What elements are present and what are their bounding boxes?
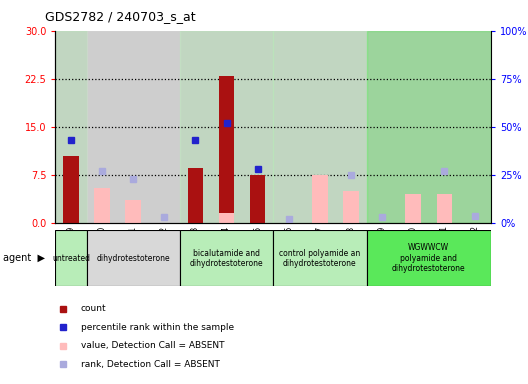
Bar	[180, 230, 274, 286]
Bar	[219, 76, 234, 223]
Text: untreated: untreated	[52, 254, 90, 263]
Bar	[219, 213, 234, 223]
Text: percentile rank within the sample: percentile rank within the sample	[81, 323, 234, 332]
Bar	[118, 31, 149, 223]
Text: GDS2782 / 240703_s_at: GDS2782 / 240703_s_at	[45, 10, 195, 23]
Text: value, Detection Call = ABSENT: value, Detection Call = ABSENT	[81, 341, 224, 351]
Text: count: count	[81, 304, 106, 313]
Bar	[250, 175, 266, 223]
Bar	[406, 194, 421, 223]
Bar	[366, 230, 491, 286]
Bar	[343, 191, 359, 223]
Bar	[55, 31, 87, 223]
Text: dihydrotestoterone: dihydrotestoterone	[97, 254, 170, 263]
Text: control polyamide an
dihydrotestoterone: control polyamide an dihydrotestoterone	[279, 248, 361, 268]
Text: rank, Detection Call = ABSENT: rank, Detection Call = ABSENT	[81, 360, 220, 369]
Bar	[242, 31, 274, 223]
Bar	[126, 200, 141, 223]
Bar	[274, 230, 366, 286]
Bar	[149, 31, 180, 223]
Bar	[211, 31, 242, 223]
Bar	[437, 194, 452, 223]
Bar	[366, 31, 398, 223]
Bar	[304, 31, 335, 223]
Bar	[274, 31, 366, 223]
Bar	[95, 187, 110, 223]
Bar	[398, 31, 429, 223]
Bar	[87, 31, 118, 223]
Bar	[180, 31, 274, 223]
Bar	[87, 230, 180, 286]
Bar	[187, 168, 203, 223]
Text: WGWWCW
polyamide and
dihydrotestoterone: WGWWCW polyamide and dihydrotestoterone	[392, 243, 466, 273]
Bar	[429, 31, 460, 223]
Bar	[312, 175, 328, 223]
Bar	[335, 31, 366, 223]
Bar	[180, 31, 211, 223]
Bar	[55, 230, 87, 286]
Bar	[366, 31, 491, 223]
Bar	[63, 156, 79, 223]
Text: bicalutamide and
dihydrotestoterone: bicalutamide and dihydrotestoterone	[190, 248, 263, 268]
Bar	[460, 31, 491, 223]
Bar	[87, 31, 180, 223]
Bar	[55, 31, 87, 223]
Bar	[274, 31, 304, 223]
Text: agent  ▶: agent ▶	[3, 253, 45, 263]
